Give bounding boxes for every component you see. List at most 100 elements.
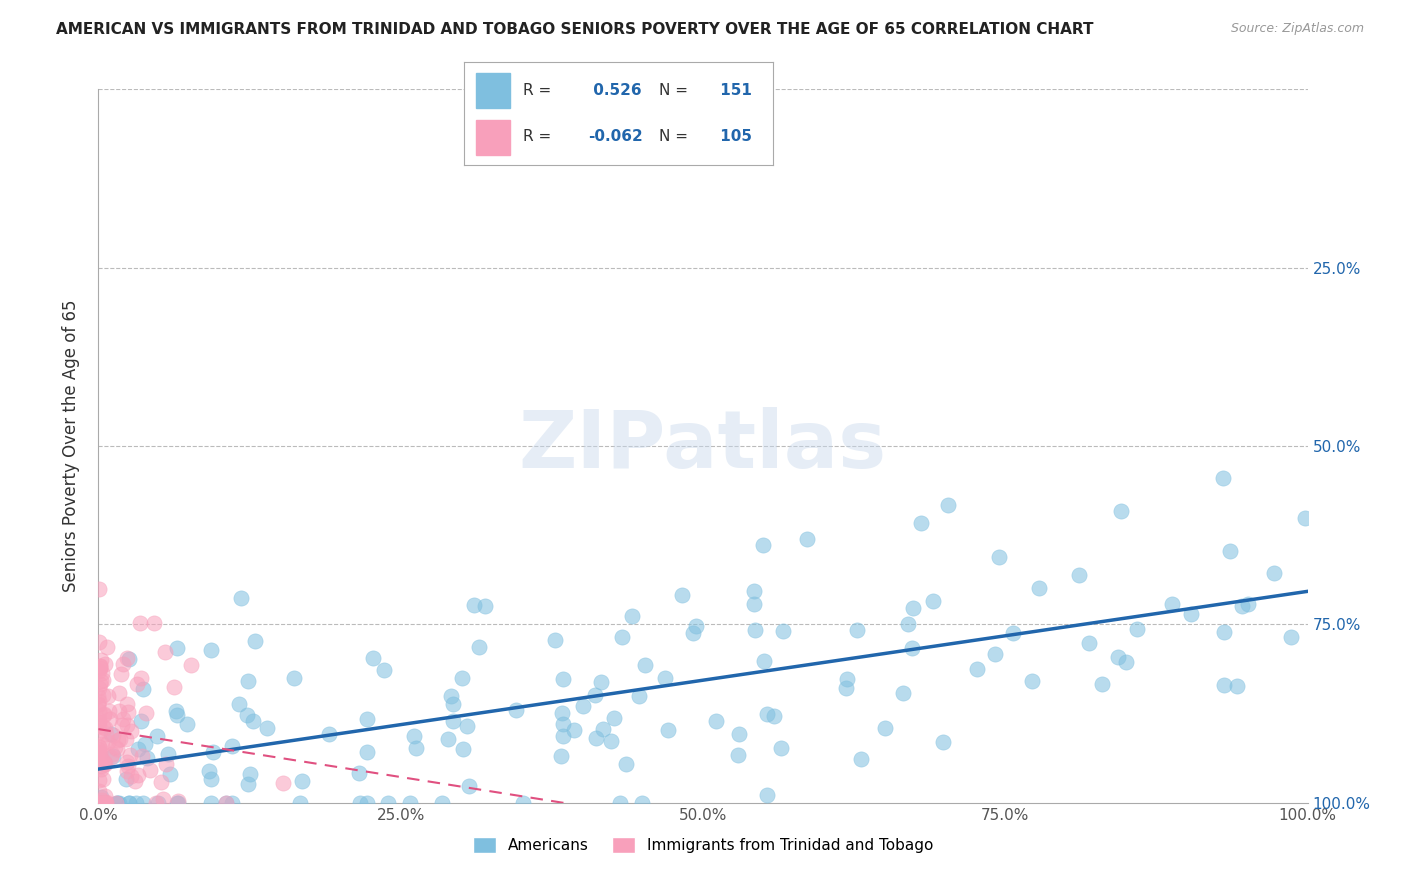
Point: [127, 767, 149, 781]
Point: [835, 681, 858, 695]
Point: [135, 706, 157, 721]
Point: [256, 721, 278, 735]
Point: [984, 647, 1007, 661]
Point: [105, 796, 128, 810]
Point: [762, 709, 785, 723]
Point: [105, 796, 128, 810]
Point: [129, 671, 152, 685]
Point: [89, 796, 111, 810]
Point: [1078, 636, 1101, 650]
Point: [131, 749, 153, 764]
Point: [117, 705, 139, 719]
Point: [100, 727, 122, 741]
Point: [91, 754, 114, 768]
Point: [127, 677, 149, 691]
Point: [685, 618, 707, 632]
Point: [115, 764, 138, 778]
Point: [441, 697, 464, 711]
Point: [114, 772, 136, 786]
Point: [1213, 625, 1236, 640]
Point: [551, 729, 574, 743]
Point: [87, 740, 110, 755]
Point: [94, 789, 117, 803]
Point: [90, 666, 112, 681]
Point: [318, 727, 340, 741]
Point: [1232, 599, 1254, 614]
Point: [90, 762, 112, 776]
Point: [437, 731, 460, 746]
Point: [966, 662, 988, 676]
Point: [603, 711, 626, 725]
Point: [356, 745, 378, 759]
Point: [796, 532, 818, 546]
Point: [87, 681, 110, 695]
Point: [451, 742, 474, 756]
Point: [115, 650, 138, 665]
Point: [108, 731, 131, 746]
Text: N =: N =: [659, 83, 688, 97]
Bar: [477, 73, 510, 108]
Point: [93, 706, 115, 721]
Point: [1002, 625, 1025, 640]
Point: [118, 796, 141, 810]
Point: [373, 663, 395, 677]
Point: [176, 717, 198, 731]
Point: [242, 714, 264, 728]
Point: [1107, 650, 1129, 665]
Point: [236, 707, 259, 722]
Point: [87, 689, 110, 703]
Point: [136, 751, 159, 765]
Point: [107, 796, 129, 810]
Point: [91, 688, 114, 702]
Point: [405, 741, 427, 756]
Point: [910, 516, 932, 531]
Point: [215, 796, 238, 810]
Point: [89, 713, 111, 727]
Point: [115, 731, 138, 746]
Point: [127, 741, 149, 756]
Point: [474, 599, 496, 614]
Point: [349, 796, 371, 810]
Point: [682, 625, 704, 640]
Point: [202, 745, 225, 759]
Point: [129, 714, 152, 729]
Point: [89, 677, 111, 691]
Point: [198, 764, 221, 778]
Point: [97, 704, 120, 718]
Point: [90, 759, 112, 773]
Point: [1180, 607, 1202, 621]
Point: [361, 650, 384, 665]
Point: [727, 748, 749, 763]
Point: [614, 757, 637, 772]
Point: [93, 721, 115, 735]
Point: [1160, 597, 1182, 611]
Point: [1263, 566, 1285, 580]
Point: [103, 749, 125, 764]
Point: [441, 714, 464, 728]
Point: [148, 796, 170, 810]
Point: [846, 623, 869, 637]
Point: [89, 784, 111, 798]
Point: [143, 616, 166, 631]
Point: [152, 792, 174, 806]
Point: [89, 714, 111, 729]
Point: [117, 759, 139, 773]
Point: [101, 728, 124, 742]
Point: [87, 719, 110, 733]
Point: [107, 733, 129, 747]
Point: [243, 634, 266, 648]
Point: [200, 772, 222, 786]
Point: [91, 796, 114, 810]
Point: [288, 796, 311, 810]
Point: [97, 735, 120, 749]
Point: [93, 756, 115, 771]
Point: [756, 788, 779, 802]
Text: N =: N =: [659, 128, 688, 144]
Text: ZIPatlas: ZIPatlas: [519, 407, 887, 485]
Point: [115, 697, 138, 711]
Point: [704, 714, 727, 729]
Point: [159, 766, 181, 780]
Point: [628, 690, 651, 704]
Point: [111, 657, 134, 672]
Point: [451, 671, 474, 685]
